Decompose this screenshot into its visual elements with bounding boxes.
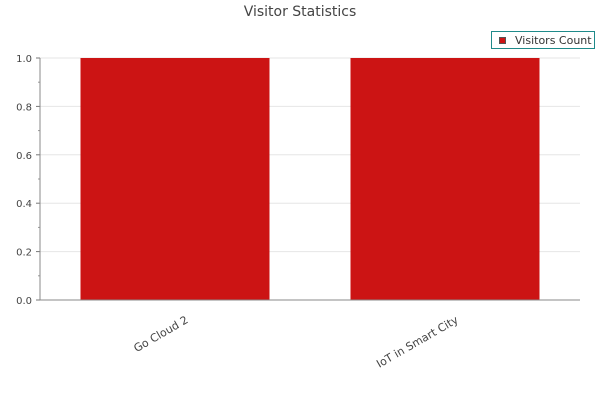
legend-swatch (499, 36, 506, 44)
chart-title: Visitor Statistics (243, 4, 357, 20)
legend-label: Visitors Count (515, 33, 592, 47)
x-tick-label: IoT in Smart City (374, 313, 461, 371)
y-tick-labels: 0.0 0.2 0.4 0.6 0.8 1.0 (16, 54, 32, 307)
bar[interactable] (350, 58, 540, 300)
y-tick-label: 1.0 (16, 54, 32, 65)
y-tick-label: 0.0 (16, 296, 32, 307)
bar[interactable] (80, 58, 270, 300)
y-tick-label: 0.2 (16, 248, 32, 259)
y-tick-label: 0.6 (16, 151, 32, 162)
y-tick-label: 0.8 (16, 102, 32, 113)
axes (36, 57, 580, 301)
legend[interactable]: Visitors Count (491, 31, 595, 49)
x-tick-labels: Go Cloud 2 IoT in Smart City (131, 313, 460, 371)
bars (80, 58, 540, 300)
x-tick-label: Go Cloud 2 (131, 313, 190, 355)
y-tick-label: 0.4 (16, 199, 32, 210)
